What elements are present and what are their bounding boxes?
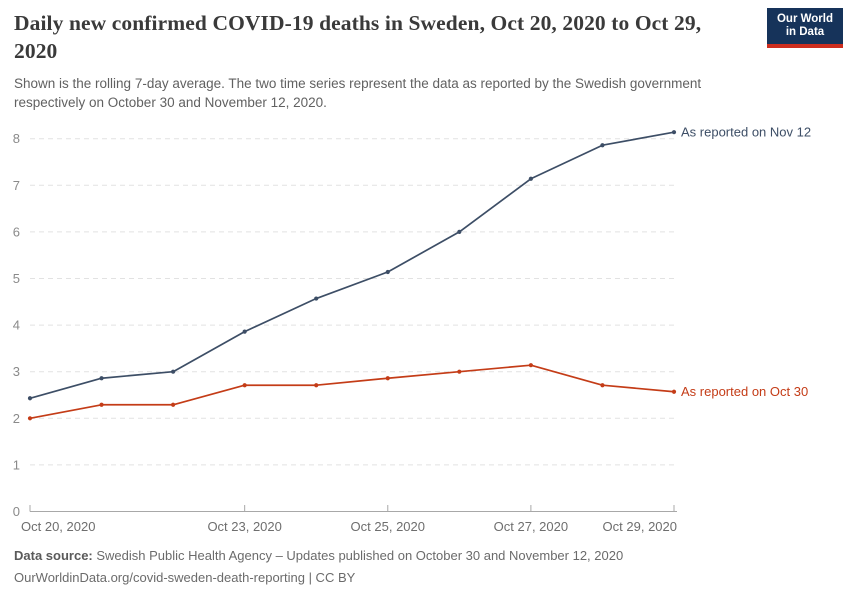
series-label-as-reported-on-nov-12: As reported on Nov 12 [681,125,811,140]
y-axis-tick-label: 4 [13,318,20,333]
data-point-as-reported-on-nov-12 [99,376,104,381]
data-point-as-reported-on-oct-30 [457,369,462,374]
data-point-as-reported-on-oct-30 [671,389,677,394]
owid-logo[interactable]: Our World in Data [767,8,843,48]
y-axis-tick-label: 7 [13,178,20,193]
y-axis-tick-label: 6 [13,224,20,239]
y-axis-tick-label: 8 [13,131,20,146]
chart-footer: Data source: Swedish Public Health Agenc… [14,545,623,589]
data-point-as-reported-on-nov-12 [242,329,247,334]
data-point-as-reported-on-nov-12 [528,176,533,181]
data-point-as-reported-on-nov-12 [385,269,390,275]
data-point-as-reported-on-nov-12 [171,369,176,374]
data-point-as-reported-on-nov-12 [457,229,462,234]
data-source-label: Data source: [14,548,93,563]
owid-logo-line1: Our World [776,13,833,25]
data-point-as-reported-on-oct-30 [27,416,33,421]
y-axis-tick-label: 2 [13,411,20,426]
data-point-as-reported-on-oct-30 [528,363,533,368]
data-point-as-reported-on-nov-12 [671,130,677,135]
data-point-as-reported-on-oct-30 [385,376,390,381]
x-axis-tick-label: Oct 29, 2020 [603,519,677,534]
x-axis-tick-label: Oct 27, 2020 [494,519,568,534]
series-line-as-reported-on-nov-12 [29,131,675,400]
y-axis-tick-label: 3 [13,364,20,379]
chart-title: Daily new confirmed COVID-19 deaths in S… [14,11,702,63]
data-source-text: Swedish Public Health Agency – Updates p… [92,548,624,563]
data-point-as-reported-on-nov-12 [314,296,319,301]
attribution-text: OurWorldinData.org/covid-sweden-death-re… [14,570,356,585]
data-point-as-reported-on-nov-12 [600,143,605,148]
data-point-as-reported-on-oct-30 [314,383,319,388]
y-axis-tick-label: 1 [13,457,20,472]
x-axis-tick-label: Oct 25, 2020 [351,519,425,534]
y-axis-tick-label: 0 [13,504,20,519]
chart-subtitle: Shown is the rolling 7-day average. The … [14,76,702,110]
series-line-as-reported-on-oct-30 [29,364,675,420]
x-axis-tick-label: Oct 23, 2020 [207,519,281,534]
data-point-as-reported-on-oct-30 [99,402,104,407]
owid-logo-line2: in Data [785,26,825,38]
data-point-as-reported-on-nov-12 [27,396,33,401]
data-point-as-reported-on-oct-30 [171,402,176,407]
series-label-as-reported-on-oct-30: As reported on Oct 30 [681,384,808,399]
x-axis-tick-label: Oct 20, 2020 [21,519,95,534]
data-point-as-reported-on-oct-30 [600,383,605,388]
y-axis-tick-label: 5 [13,271,20,286]
data-point-as-reported-on-oct-30 [242,383,247,388]
